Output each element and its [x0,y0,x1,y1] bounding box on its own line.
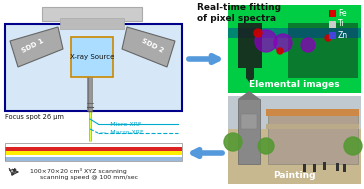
Bar [228,96,361,134]
Bar [303,164,306,172]
Text: SDD 2: SDD 2 [140,38,164,54]
Text: 100×70×20 cm³ XYZ scanning
     scanning speed @ 100 mm/sec: 100×70×20 cm³ XYZ scanning scanning spee… [30,168,138,180]
Polygon shape [10,27,63,67]
Circle shape [258,138,274,154]
Bar [268,109,358,164]
Bar [42,7,142,21]
Bar [228,28,361,38]
Polygon shape [238,23,262,83]
Text: SDD 1: SDD 1 [21,38,45,54]
Bar [238,99,260,164]
Text: Focus spot 26 μm: Focus spot 26 μm [5,114,64,120]
Bar [329,32,336,39]
Circle shape [277,48,283,54]
Bar [228,5,361,93]
Bar [71,37,113,77]
Bar [336,163,339,171]
Bar [5,147,182,151]
Bar [241,114,257,129]
Polygon shape [238,91,260,99]
Bar [5,24,182,111]
Circle shape [274,34,292,52]
Bar [329,21,336,28]
Bar [288,23,358,78]
Bar [266,124,359,129]
Circle shape [344,137,362,155]
Text: Real-time fitting
of pixel spectra: Real-time fitting of pixel spectra [197,3,281,23]
Circle shape [255,30,277,52]
Text: Zn: Zn [338,30,348,40]
Circle shape [301,38,315,52]
Circle shape [325,35,331,41]
Text: Ti: Ti [338,19,345,29]
Bar [60,18,124,29]
Text: Fe: Fe [338,9,347,18]
Bar [5,151,182,155]
Bar [5,143,182,147]
Bar [266,109,359,116]
Bar [313,164,316,172]
Circle shape [224,133,242,151]
Bar [323,162,326,170]
Bar [343,164,346,172]
Text: Elemental images: Elemental images [249,80,340,89]
Bar [329,10,336,17]
Text: Painting: Painting [273,171,316,180]
Bar [228,129,361,184]
Text: X-ray Source: X-ray Source [70,54,114,60]
Bar [5,157,182,159]
Text: —  Micro-XRF: — Micro-XRF [100,122,142,126]
Text: —  Macro-XRF: — Macro-XRF [100,130,144,136]
Polygon shape [122,27,175,67]
Circle shape [254,29,262,37]
Bar [5,143,182,161]
Bar [5,157,182,161]
